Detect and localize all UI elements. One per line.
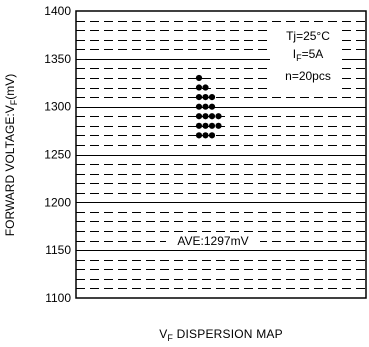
data-point (195, 84, 203, 91)
ave-label: AVE:1297mV (177, 234, 248, 248)
ave-label-bg (166, 233, 260, 249)
data-point (195, 113, 203, 120)
data-point (195, 74, 203, 82)
data-point (208, 103, 216, 110)
data-point (215, 113, 222, 120)
data-point (208, 132, 216, 139)
x-axis-label: VF DISPERSION MAP (159, 327, 283, 343)
annotation-tj: Tj=25°C (286, 29, 330, 43)
data-point (208, 113, 216, 120)
data-point (195, 103, 203, 110)
y-axis-label: FORWARD VOLTAGE:VF(mV) (3, 74, 19, 236)
plot-frame (75, 10, 367, 299)
data-point (202, 94, 209, 101)
y-tick-label: 1200 (44, 195, 71, 209)
annotation-if: IF=5A (293, 47, 324, 63)
annotation-box-bg (270, 26, 342, 89)
annotations: Tj=25°C IF=5A n=20pcs AVE:1297mV (166, 26, 342, 249)
y-tick-label: 1400 (44, 4, 71, 18)
data-point (195, 122, 203, 129)
y-tick-label: 1150 (45, 243, 71, 257)
data-point (202, 84, 209, 91)
data-point (195, 132, 203, 139)
y-tick-labels: 1100 1150 1200 1250 1300 1350 1400 (44, 4, 71, 305)
data-point (215, 122, 222, 129)
data-point (195, 94, 203, 101)
y-tick-label: 1350 (44, 52, 71, 66)
y-tick-label: 1300 (44, 100, 71, 114)
annotation-n: n=20pcs (285, 69, 331, 83)
data-point (208, 122, 216, 129)
y-tick-label: 1250 (44, 148, 71, 162)
data-point (202, 122, 209, 129)
data-point (208, 94, 216, 101)
data-point (202, 113, 209, 120)
data-point (202, 132, 209, 139)
data-points (195, 74, 222, 139)
y-tick-label: 1100 (45, 291, 71, 305)
data-point (202, 103, 209, 110)
